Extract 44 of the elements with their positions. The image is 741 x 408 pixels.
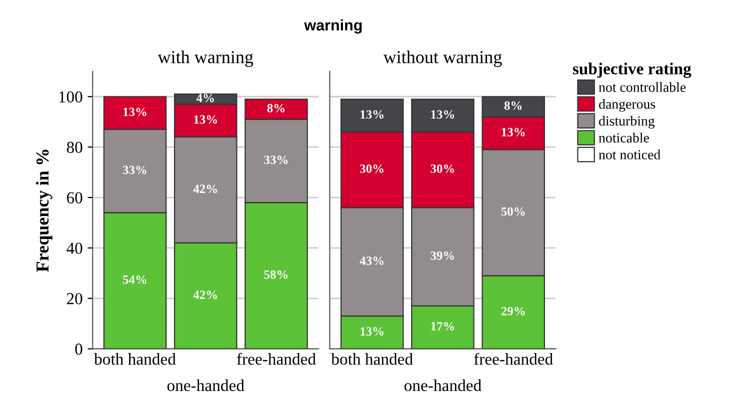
y-tick-label: 60 xyxy=(66,192,82,204)
text: warning xyxy=(304,19,362,34)
data-label: 58% xyxy=(264,270,288,279)
y-axis-title: Frequency in % xyxy=(36,150,52,272)
data-label: 13% xyxy=(360,327,384,336)
y-tick-label: 80 xyxy=(66,142,82,154)
data-label: 17% xyxy=(431,322,454,331)
legend-label: noticable xyxy=(598,132,649,143)
x-tick-label: both handed xyxy=(331,353,413,365)
data-label: 39% xyxy=(430,251,454,260)
chart-title: with warning xyxy=(158,50,254,67)
x-tick-label: both handed xyxy=(94,353,176,365)
data-label: 30% xyxy=(360,164,384,173)
data-label: 54% xyxy=(123,275,146,284)
x-tick-label: free-handed xyxy=(236,352,316,365)
legend-label: dangerous xyxy=(599,99,656,112)
chart-title: without warning xyxy=(383,50,502,67)
data-label: 33% xyxy=(122,166,146,174)
data-label: 8% xyxy=(267,104,284,112)
legend-label: disturbing xyxy=(599,116,655,129)
x-tick-label: free-handed xyxy=(474,352,553,365)
data-label: 4% xyxy=(196,94,214,102)
data-label: 13% xyxy=(360,110,384,119)
data-label: 13% xyxy=(194,115,217,124)
legend-label: not controllable xyxy=(598,82,686,92)
y-tick-label: 100 xyxy=(59,91,82,103)
data-label: 13% xyxy=(124,108,146,116)
data-label: 50% xyxy=(501,207,525,216)
data-label: 33% xyxy=(264,156,288,164)
data-label: 42% xyxy=(193,184,217,194)
data-label: 8% xyxy=(504,101,522,110)
y-tick-label: 20 xyxy=(66,293,82,304)
y-tick-label: 0 xyxy=(75,344,82,355)
x-tick-label: one-handed xyxy=(167,379,244,392)
data-label: 43% xyxy=(360,256,384,265)
data-label: 29% xyxy=(501,306,525,316)
legend-label: not noticed xyxy=(598,150,660,160)
data-label: 13% xyxy=(502,128,525,136)
data-label: 42% xyxy=(193,290,217,300)
y-tick-label: 40 xyxy=(66,242,82,254)
data-label: 13% xyxy=(431,110,454,119)
data-label: 30% xyxy=(430,164,454,173)
x-tick-label: one-handed xyxy=(404,379,482,392)
legend-title: subjective rating xyxy=(572,62,692,78)
